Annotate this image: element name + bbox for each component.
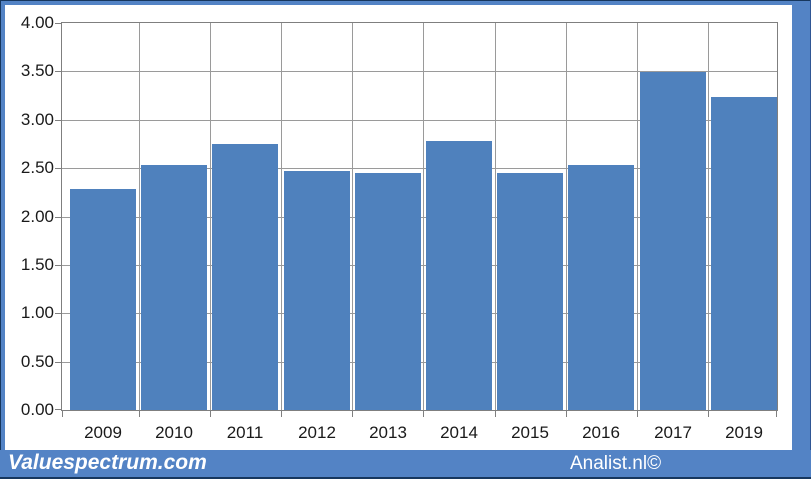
bar-2012 [284,171,350,410]
y-axis-tick [55,120,62,121]
x-axis-tick [210,410,211,417]
x-axis-label: 2012 [298,423,336,442]
bar-2017 [640,72,706,410]
plot-area [55,22,778,417]
window-edge-left [0,0,1,479]
x-axis-label: 2016 [582,423,620,442]
y-axis-tick [55,313,62,314]
gridline-horizontal [62,168,777,169]
y-axis-tick [55,168,62,169]
gridline-vertical [566,23,567,410]
x-axis-tick [352,410,353,417]
chart-panel: 4.00 3.50 3.00 2.50 2.00 1.50 1.00 0.50 0.00 2009… [5,5,792,450]
x-axis-tick [139,410,140,417]
x-axis-label: 2011 [226,423,264,442]
x-axis-tick [62,410,63,417]
bar-2013 [355,173,421,410]
x-axis-label: 2013 [369,423,407,442]
gridline-horizontal [62,71,777,72]
bar-2011 [212,144,278,410]
gridline-vertical [139,23,140,410]
x-axis-tick [637,410,638,417]
y-axis-label: 0.50 [20,352,54,371]
gridline-vertical [495,23,496,410]
y-axis-label: 1.00 [20,303,54,322]
footer-bar: Valuespectrum.com Analist.nl© [0,450,811,479]
x-axis-tick [423,410,424,417]
gridline-vertical [210,23,211,410]
y-axis-label: 2.50 [20,158,54,177]
bar-2016 [568,165,634,410]
x-axis-tick [566,410,567,417]
y-axis-label: 2.00 [20,207,54,226]
y-axis-tick [55,362,62,363]
y-axis-label: 3.50 [20,61,54,80]
bar-2019 [711,97,777,410]
x-axis-tick [708,410,709,417]
x-axis-label: 2009 [84,423,122,442]
y-axis-tick [55,409,62,410]
x-axis-label: 2015 [511,423,549,442]
x-axis-label: 2017 [654,423,692,442]
x-axis-tick [281,410,282,417]
gridline-horizontal [62,120,777,121]
y-axis-tick [55,217,62,218]
y-axis-label: 4.00 [20,13,54,32]
gridline-vertical [281,23,282,410]
x-axis-tick [495,410,496,417]
bar-2015 [497,173,563,410]
bar-2014 [426,141,492,410]
window-edge-top [0,0,811,1]
bar-2010 [141,165,207,410]
gridline-vertical [423,23,424,410]
y-axis-label: 0.00 [20,400,54,419]
gridline-vertical [637,23,638,410]
x-axis-label: 2010 [155,423,193,442]
gridline-vertical [352,23,353,410]
watermark-analist: Analist.nl© [570,453,662,474]
x-axis-tick [776,410,777,417]
x-axis-label: 2019 [725,423,763,442]
bar-2009 [70,189,136,410]
y-axis-tick [55,23,62,24]
y-axis-label: 1.50 [20,255,54,274]
y-axis-label: 3.00 [20,110,54,129]
watermark-valuespectrum: Valuespectrum.com [8,451,207,474]
y-axis-tick [55,71,62,72]
y-axis-tick [55,265,62,266]
x-axis-label: 2014 [440,423,478,442]
gridline-vertical [708,23,709,410]
